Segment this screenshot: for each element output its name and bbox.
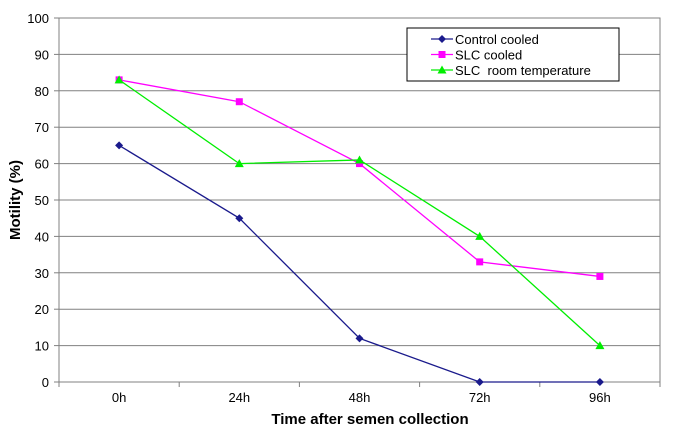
- legend-item: SLC room temperature: [431, 63, 591, 78]
- legend-item: SLC cooled: [431, 48, 522, 63]
- series-1: [115, 141, 604, 386]
- y-tick-label: 100: [27, 11, 49, 26]
- x-tick-label: 24h: [228, 390, 250, 405]
- y-tick-label: 80: [35, 84, 49, 99]
- data-point: [595, 378, 604, 386]
- x-tick-label: 96h: [589, 390, 611, 405]
- y-tick-label: 60: [35, 157, 49, 172]
- y-tick-label: 40: [35, 229, 49, 244]
- data-point: [475, 378, 484, 386]
- x-tick-label: 48h: [349, 390, 371, 405]
- x-axis-title: Time after semen collection: [271, 411, 468, 428]
- y-tick-label: 0: [42, 375, 49, 390]
- y-tick-label: 70: [35, 120, 49, 135]
- y-tick-label: 90: [35, 47, 49, 62]
- y-tick-label: 30: [35, 266, 49, 281]
- data-point: [595, 341, 605, 350]
- data-point: [235, 98, 243, 106]
- data-point: [114, 75, 124, 84]
- y-axis-title: Motility (%): [7, 160, 24, 240]
- y-tick-label: 10: [35, 339, 49, 354]
- legend-label: SLC room temperature: [455, 63, 591, 78]
- data-point: [476, 258, 484, 266]
- data-point: [355, 334, 364, 343]
- x-tick-labels: 0h 24h 48h 72h 96h: [58, 382, 661, 405]
- series-3: [114, 75, 605, 350]
- series-layer: [114, 75, 605, 386]
- legend-marker: [438, 51, 446, 58]
- data-point: [356, 160, 363, 168]
- y-tick-label: 20: [35, 302, 49, 317]
- data-point: [475, 231, 485, 240]
- legend-label: Control cooled: [455, 32, 539, 47]
- legend-marker: [438, 35, 446, 43]
- y-tick-label: 50: [35, 193, 49, 208]
- legend-label: SLC cooled: [455, 48, 522, 63]
- data-point: [115, 141, 124, 150]
- y-tick-labels: 0 10 20 30 40 50 60 70 80 90 100: [27, 11, 59, 390]
- legend-item: Control cooled: [431, 32, 539, 47]
- legend-marker: [437, 65, 447, 74]
- data-point: [235, 214, 244, 223]
- data-point: [596, 272, 604, 280]
- x-tick-label: 72h: [469, 390, 491, 405]
- x-tick-label: 0h: [112, 390, 126, 405]
- data-point: [355, 155, 364, 164]
- data-point: [234, 159, 244, 168]
